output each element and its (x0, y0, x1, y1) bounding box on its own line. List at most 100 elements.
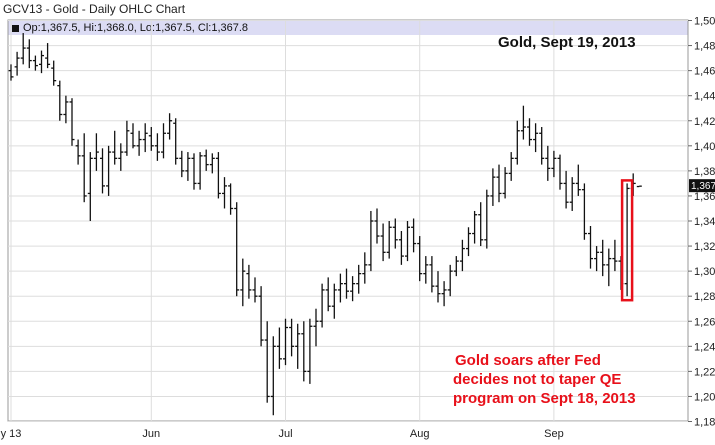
chart-title: GCV13 - Gold - Daily OHLC Chart (3, 2, 186, 16)
ohlc-bar (270, 336, 276, 416)
y-tick-label: 1,480 (694, 41, 715, 53)
ohlc-bar (161, 123, 166, 159)
ohlc-bar (75, 139, 81, 165)
ohlc-bar (520, 105, 526, 140)
last-price-label: 1,367.8 (691, 181, 715, 192)
ohlc-bar (490, 168, 496, 206)
ohlc-bar (539, 127, 545, 165)
ohlc-bar (417, 236, 423, 282)
ohlc-bar (533, 123, 539, 153)
square-marker-icon (12, 24, 19, 32)
ohlc-bar (368, 210, 374, 272)
ohlc-bar (57, 80, 63, 121)
ohlc-bar (258, 286, 264, 347)
ohlc-bar (484, 189, 490, 249)
ohlc-bar (405, 221, 410, 262)
y-tick-label: 1,200 (694, 391, 715, 403)
ohlc-bar (87, 152, 93, 221)
ohlc-bar (508, 152, 514, 181)
ohlc-bar (222, 177, 227, 209)
ohlc-bar (118, 143, 124, 171)
ohlc-bar (411, 218, 417, 253)
ohlc-bar (374, 208, 380, 244)
ohlc-bar (51, 60, 57, 86)
chart-headline: Gold, Sept 19, 2013 (498, 34, 636, 51)
ohlc-bar (325, 277, 331, 312)
axis-layer: 1,180 1,200 1,220 1,240 1,260 1,280 1,300 1,320… (1, 16, 715, 440)
ohlc-bar (435, 271, 441, 303)
ohlc-bar (636, 185, 642, 188)
ohlc-bar (100, 148, 105, 194)
ohlc-bar (307, 318, 313, 384)
ohlc-info-bar: Op:1,367.5, Hi:1,368.0, Lo:1,367.5, Cl:1… (8, 21, 688, 35)
y-tick-label: 1,500 (694, 16, 715, 28)
ohlc-bar (215, 152, 221, 199)
ohlc-bar (386, 221, 392, 259)
x-tick-label: Jul (278, 428, 292, 440)
x-tick-label: Aug (410, 428, 430, 440)
ohlc-bar (588, 226, 593, 269)
ohlc-bar (283, 318, 288, 366)
ohlc-bar (331, 283, 337, 319)
ohlc-bar (606, 248, 612, 287)
ohlc-bar (81, 133, 87, 203)
y-tick-label: 1,360 (694, 191, 715, 203)
ohlc-bar (39, 50, 44, 74)
ohlc-bar (106, 145, 112, 196)
ohlc-bar (423, 256, 429, 284)
ohlc-bar (167, 113, 173, 140)
ohlc-bar (130, 123, 136, 149)
ohlc-bar (93, 133, 99, 171)
y-tick-label: 1,180 (694, 417, 715, 429)
y-tick-label: 1,460 (694, 66, 715, 78)
ohlc-bar (142, 123, 148, 153)
ohlc-bar (527, 118, 532, 146)
ohlc-bar (398, 231, 404, 265)
ohlc-bar (429, 256, 435, 293)
ohlc-bar (478, 202, 484, 247)
ohlc-bar (502, 167, 508, 199)
ohlc-bar (459, 239, 465, 272)
ohlc-bar (313, 308, 319, 347)
ohlc-bar (612, 239, 618, 272)
y-tick-label: 1,340 (694, 216, 715, 228)
ohlc-bar (203, 149, 209, 171)
ohlc-bar (581, 183, 587, 240)
ohlc-bar (624, 183, 630, 297)
bars-layer (8, 33, 642, 416)
x-tick-label: Jun (142, 428, 160, 440)
highlight-box (620, 179, 634, 302)
ohlc-bar (453, 256, 459, 277)
ohlc-info-text: Op:1,367.5, Hi:1,368.0, Lo:1,367.5, Cl:1… (23, 22, 249, 34)
grid-layer (8, 20, 688, 422)
ohlc-bar (252, 277, 258, 303)
y-tick-label: 1,300 (694, 266, 715, 278)
ohlc-bar (185, 152, 191, 181)
ohlc-bar (112, 130, 118, 165)
annotation-line-1: Gold soars after Fed (455, 352, 601, 369)
ohlc-bar (289, 318, 295, 357)
ohlc-bar (447, 264, 453, 297)
ohlc-bar (319, 283, 325, 328)
y-tick-label: 1,240 (694, 341, 715, 353)
ohlc-bar (246, 264, 252, 299)
ohlc-bar (179, 150, 185, 178)
ohlc-bar (350, 276, 356, 302)
y-tick-label: 1,400 (694, 141, 715, 153)
y-tick-label: 1,220 (694, 366, 715, 378)
ohlc-bar (32, 55, 38, 71)
ohlc-bar (337, 273, 343, 303)
last-price-marker (689, 179, 715, 193)
ohlc-bar (228, 183, 234, 215)
ohlc-bar (295, 323, 301, 369)
ohlc-bar (569, 177, 575, 211)
ohlc-bar (63, 95, 69, 124)
ohlc-bar (8, 64, 14, 81)
ohlc-bar (575, 164, 581, 196)
ohlc-bar (26, 39, 32, 69)
ohlc-bar (264, 321, 270, 403)
ohlc-bar (496, 164, 502, 203)
ohlc-bar (148, 127, 154, 151)
ohlc-bar (14, 51, 20, 76)
ohlc-bar (124, 120, 130, 156)
